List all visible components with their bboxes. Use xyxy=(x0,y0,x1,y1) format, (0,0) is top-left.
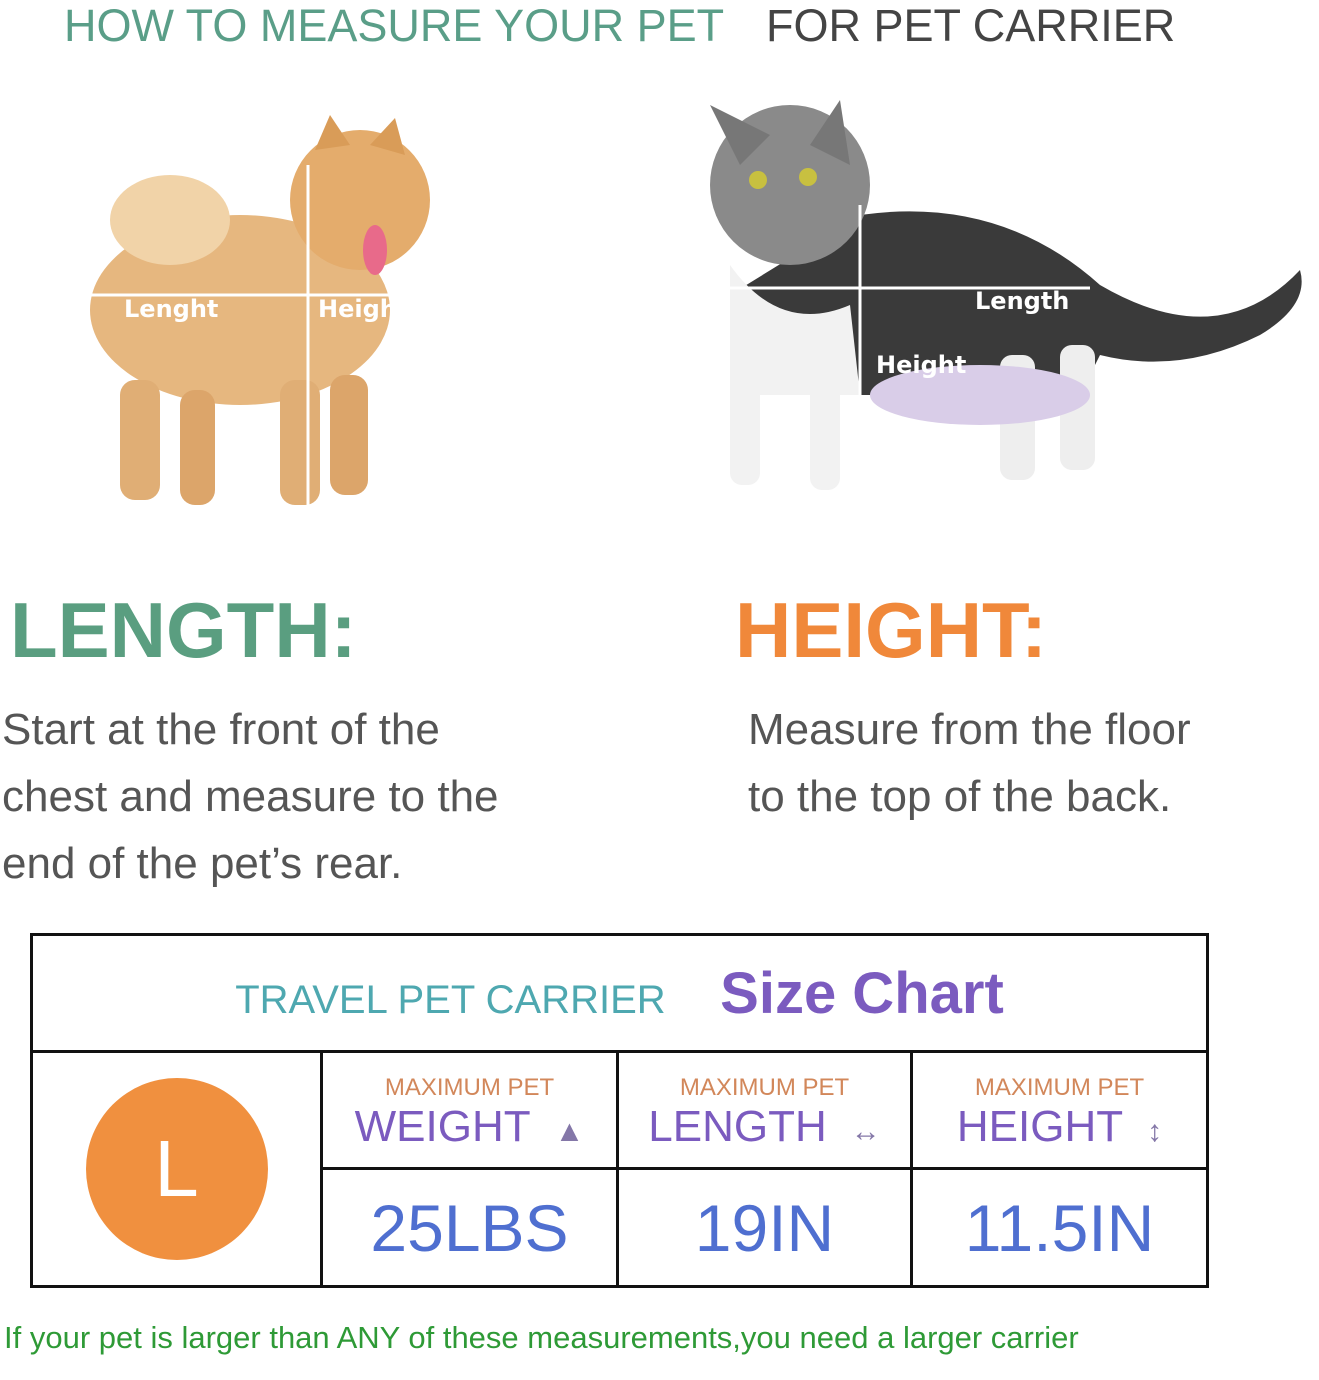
cat-length-label: Length xyxy=(975,287,1069,315)
measure-title: HOW TO MEASURE YOUR PET xyxy=(64,0,725,51)
height-heading: HEIGHT: xyxy=(735,586,1047,674)
column-caption: MAXIMUM PET xyxy=(974,1074,1145,1101)
desc-line: end of the pet’s rear. xyxy=(2,839,403,888)
size-cell: L xyxy=(30,1050,323,1288)
chart-title: Size Chart xyxy=(720,960,1004,1026)
length-heading: LENGTH: xyxy=(10,586,357,674)
column-label: WEIGHT xyxy=(354,1102,531,1151)
height-value: 11.5IN xyxy=(964,1190,1155,1265)
size-chart-table: TRAVEL PET CARRIER Size Chart L MAXIMUM … xyxy=(30,933,1209,1288)
dog-length-label: Lenght xyxy=(124,295,218,323)
column-caption: MAXIMUM PET xyxy=(384,1074,555,1101)
weight-value: 25LBS xyxy=(370,1190,569,1265)
vertical-arrow-icon: ↕ xyxy=(1147,1115,1163,1148)
horizontal-arrow-icon: ↔ xyxy=(850,1115,881,1148)
length-value: 19IN xyxy=(694,1190,835,1265)
desc-line: to the top of the back. xyxy=(748,772,1172,821)
chart-product-title: TRAVEL PET CARRIER xyxy=(235,977,666,1022)
column-label: HEIGHT xyxy=(956,1102,1124,1151)
desc-line: chest and measure to the xyxy=(2,772,499,821)
footer-note: If your pet is larger than ANY of these … xyxy=(4,1320,1079,1355)
dog-height-label: Height xyxy=(318,295,408,323)
carrier-title: FOR PET CARRIER xyxy=(766,0,1176,51)
desc-line: Measure from the floor xyxy=(748,705,1191,754)
length-header: MAXIMUM PET LENGTH ↔ xyxy=(616,1050,913,1170)
column-caption: MAXIMUM PET xyxy=(679,1074,850,1101)
height-header: MAXIMUM PET HEIGHT ↕ xyxy=(910,1050,1209,1170)
cat-height-label: Height xyxy=(876,351,966,379)
length-description: Start at the front of the chest and meas… xyxy=(2,696,702,897)
weight-icon: ▲ xyxy=(554,1115,585,1148)
dog-image: Lenght Height xyxy=(52,115,440,505)
cat-image: Length Height xyxy=(710,100,1302,505)
column-label: LENGTH xyxy=(648,1102,827,1151)
weight-header: MAXIMUM PET WEIGHT ▲ xyxy=(320,1050,619,1170)
desc-line: Start at the front of the xyxy=(2,705,440,754)
size-badge: L xyxy=(85,1078,268,1260)
size-chart-header: TRAVEL PET CARRIER Size Chart xyxy=(30,933,1209,1053)
height-description: Measure from the floor to the top of the… xyxy=(748,696,1313,830)
